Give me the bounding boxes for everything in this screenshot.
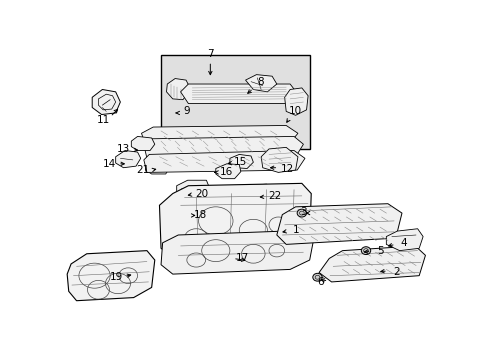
Polygon shape	[67, 251, 155, 301]
Text: 22: 22	[267, 191, 281, 201]
Polygon shape	[143, 136, 303, 158]
Text: 14: 14	[102, 159, 116, 169]
Text: 20: 20	[195, 189, 208, 198]
Polygon shape	[276, 204, 401, 244]
Text: 8: 8	[257, 77, 263, 87]
Text: 18: 18	[193, 210, 206, 220]
Polygon shape	[245, 75, 276, 92]
Polygon shape	[318, 246, 425, 282]
Text: 1: 1	[292, 225, 299, 234]
Polygon shape	[145, 158, 170, 174]
Ellipse shape	[361, 247, 370, 255]
Text: 3: 3	[300, 207, 306, 217]
Text: 10: 10	[288, 107, 302, 116]
Ellipse shape	[312, 273, 322, 281]
Polygon shape	[229, 154, 253, 168]
Polygon shape	[284, 88, 307, 115]
Polygon shape	[161, 230, 313, 274]
Polygon shape	[131, 136, 155, 150]
Text: 12: 12	[280, 163, 293, 174]
Polygon shape	[234, 184, 268, 201]
Bar	[161, 55, 309, 149]
Polygon shape	[166, 78, 190, 100]
Polygon shape	[141, 126, 297, 144]
Text: 4: 4	[399, 238, 406, 248]
Text: 6: 6	[317, 277, 323, 287]
Text: 19: 19	[110, 272, 123, 282]
Text: 5: 5	[376, 246, 383, 256]
Ellipse shape	[297, 209, 306, 217]
Polygon shape	[116, 150, 141, 168]
Text: 16: 16	[219, 167, 232, 177]
Polygon shape	[159, 183, 310, 258]
Text: 21: 21	[136, 165, 149, 175]
Text: 15: 15	[234, 157, 247, 167]
Polygon shape	[176, 180, 209, 197]
Text: 2: 2	[392, 267, 399, 277]
Text: 7: 7	[206, 49, 213, 59]
Polygon shape	[215, 164, 241, 179]
Text: 17: 17	[235, 253, 248, 264]
Text: 9: 9	[183, 107, 190, 116]
Text: 11: 11	[96, 115, 109, 125]
Polygon shape	[92, 90, 120, 114]
Text: 13: 13	[117, 144, 130, 154]
Polygon shape	[261, 147, 297, 172]
Polygon shape	[386, 229, 422, 251]
Polygon shape	[143, 150, 305, 172]
Polygon shape	[180, 84, 297, 104]
